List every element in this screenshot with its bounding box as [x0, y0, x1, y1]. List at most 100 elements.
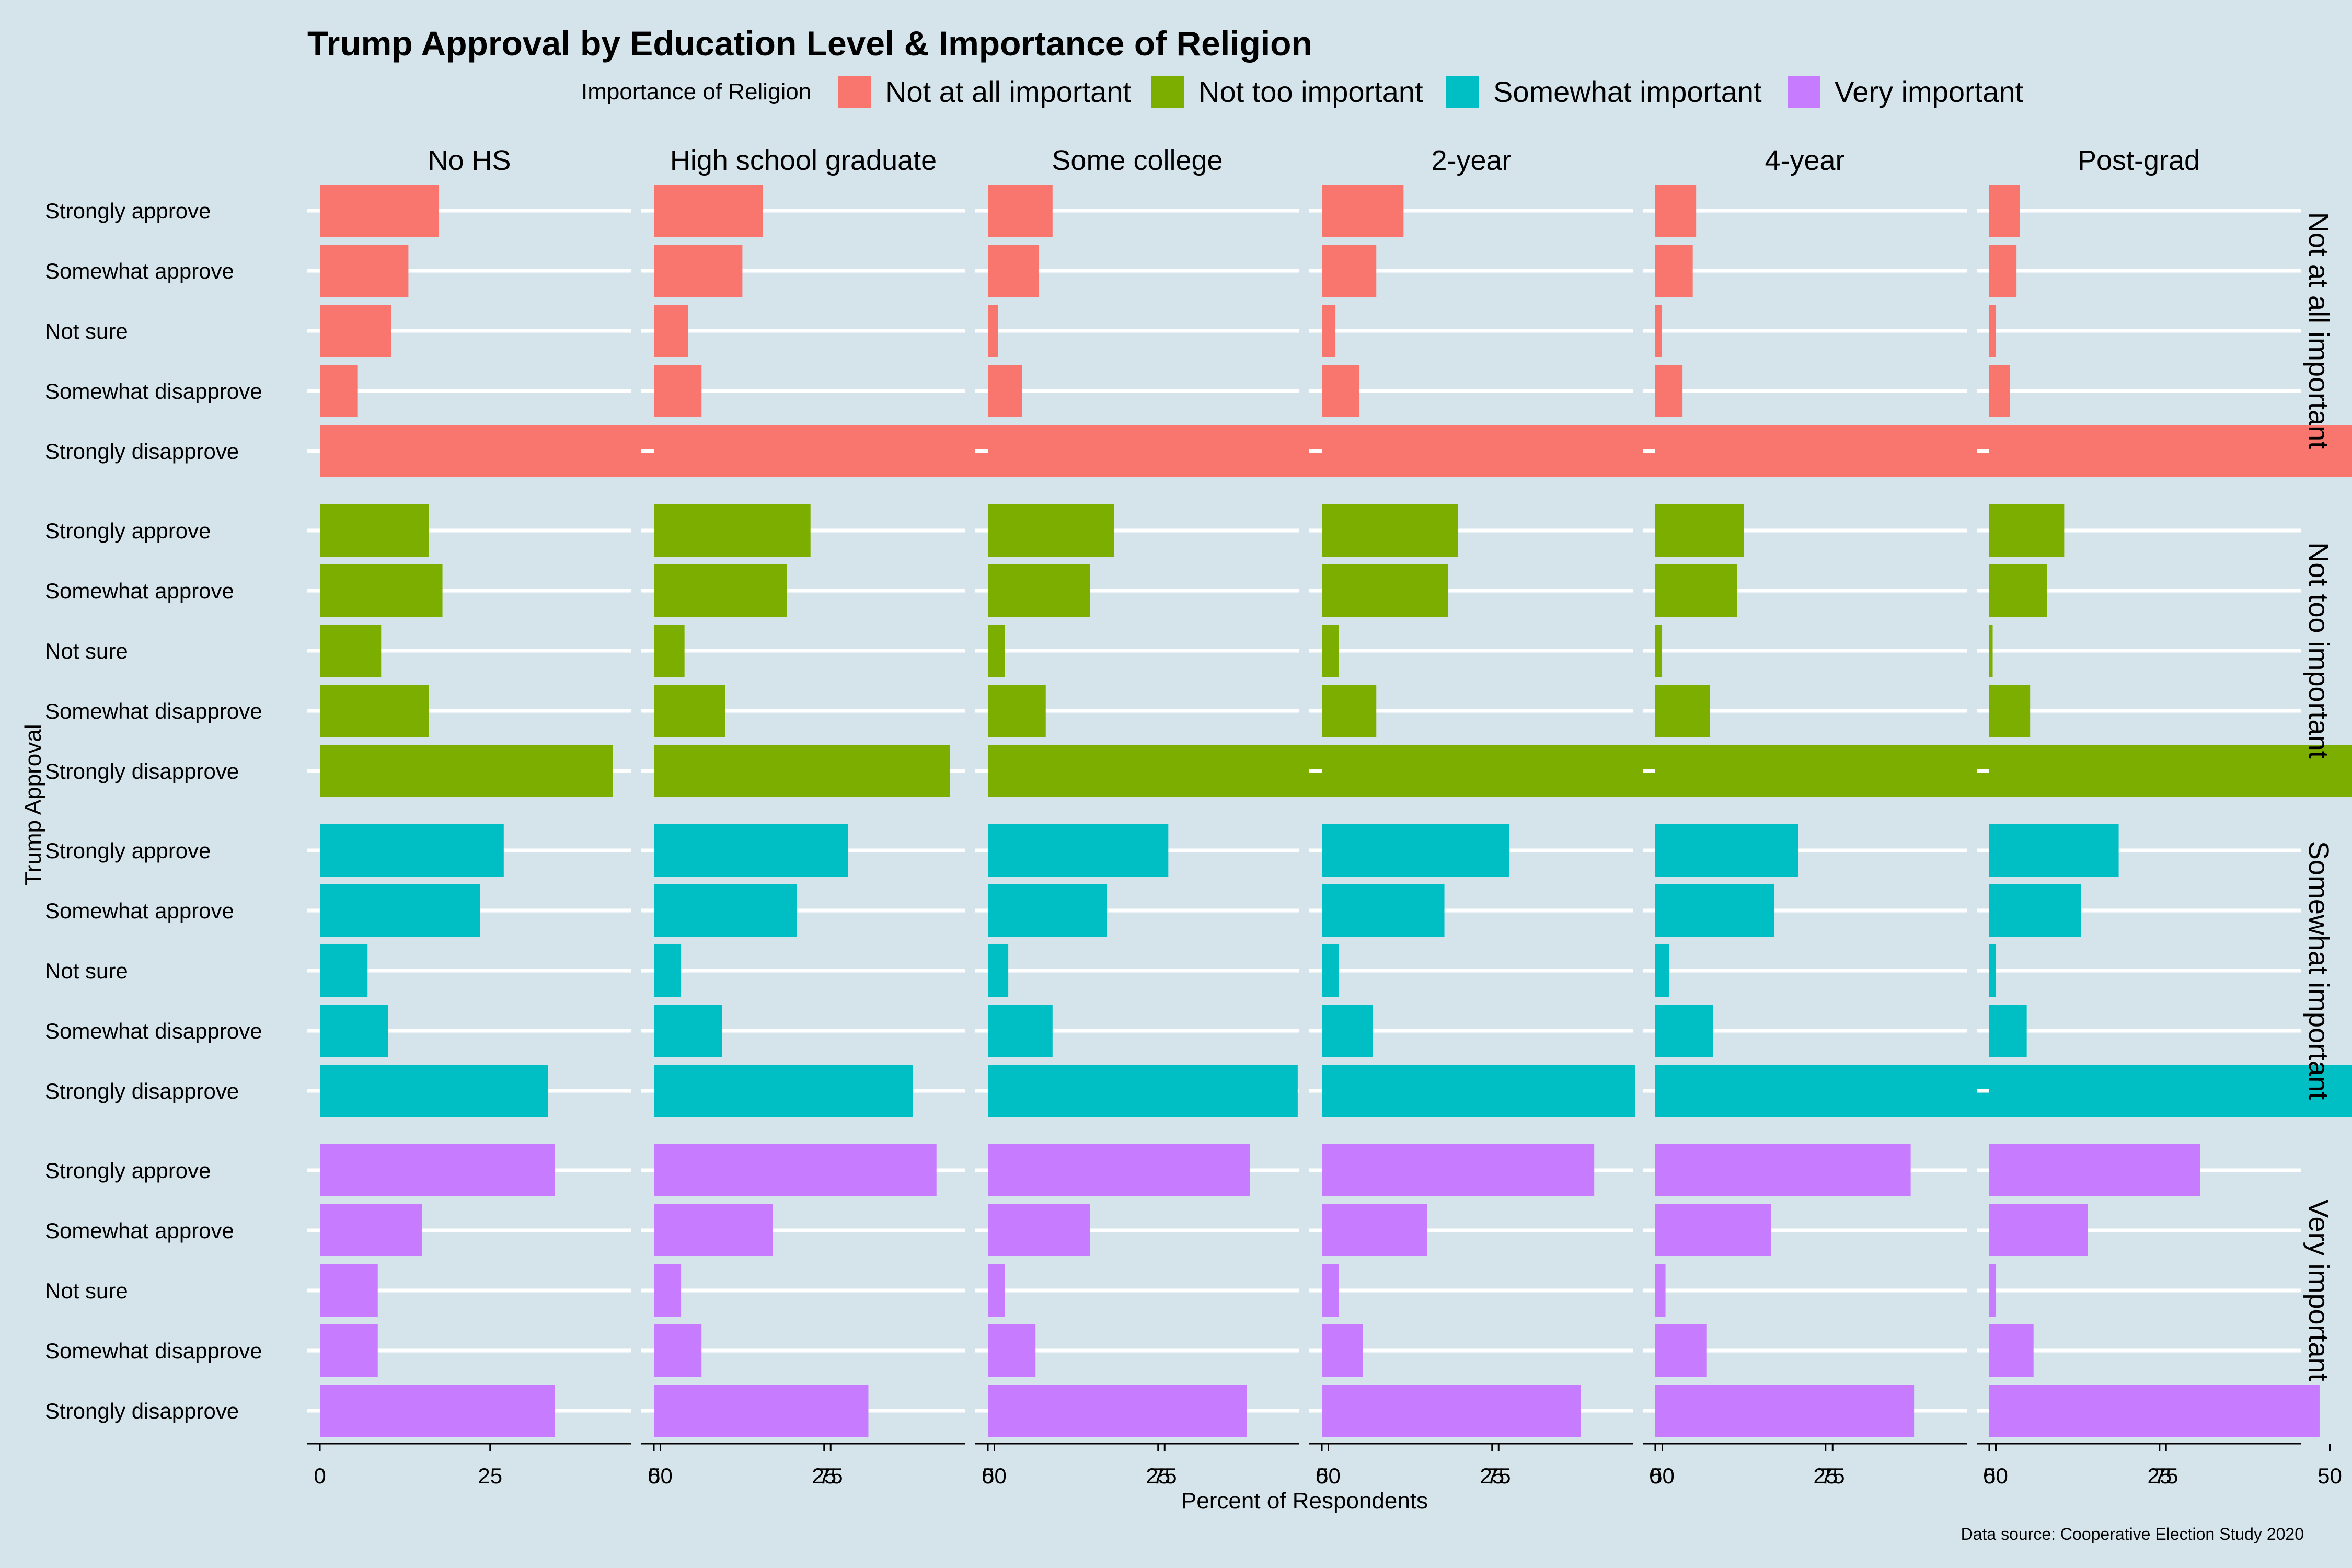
bar-strongly-disapprove — [1655, 1385, 1915, 1437]
bar-somewhat-disapprove — [1989, 365, 2010, 417]
bar-somewhat-approve — [1322, 1204, 1427, 1256]
bar-strongly-disapprove — [1322, 1065, 1635, 1117]
x-tick-label: 75 — [1486, 1463, 1511, 1488]
bar-strongly-disapprove — [320, 1385, 555, 1437]
panel-not-at-all-important-no-hs — [307, 185, 688, 477]
x-axis-4-year: 0 25 50 75 — [1643, 1443, 2178, 1488]
bar-strongly-approve — [988, 504, 1114, 557]
legend-label: Not at all important — [885, 75, 1131, 108]
bar-somewhat-disapprove — [1322, 1005, 1373, 1057]
x-tick-label: 25 — [1480, 1463, 1504, 1488]
bar-somewhat-approve — [988, 884, 1108, 937]
x-tick-label: 50 — [1984, 1463, 2008, 1488]
legend-item-very-important: Very important — [1788, 75, 2023, 108]
x-tick-label: 0 — [1649, 1463, 1661, 1488]
bar-strongly-disapprove — [1989, 1065, 2352, 1117]
panel-very-important-no-hs — [307, 1144, 631, 1437]
category-label-strongly-approve: Strongly approve — [45, 199, 211, 223]
bar-not-sure — [1655, 944, 1669, 997]
bar-somewhat-disapprove — [654, 365, 702, 417]
bar-strongly-disapprove — [1322, 745, 1680, 797]
column-strip-no-hs: No HS — [428, 145, 511, 176]
bar-not-sure — [1322, 305, 1336, 357]
bar-strongly-disapprove — [1989, 745, 2352, 797]
bar-strongly-disapprove — [320, 425, 688, 477]
panel-very-important-some-college — [975, 1144, 1299, 1437]
x-tick-label: 25 — [478, 1463, 502, 1488]
legend-label: Very important — [1835, 75, 2023, 108]
bar-strongly-approve — [988, 824, 1169, 877]
panel-not-too-important-post-grad — [1977, 504, 2352, 797]
x-axis-high-school-graduate: 0 25 50 75 — [641, 1443, 1177, 1488]
bar-strongly-approve — [1322, 1144, 1595, 1196]
column-strip-post-grad: Post-grad — [2078, 145, 2200, 176]
bar-somewhat-approve — [1989, 564, 2047, 617]
bar-strongly-approve — [1655, 1144, 1911, 1196]
category-label-somewhat-disapprove: Somewhat disapprove — [45, 379, 262, 403]
bar-strongly-approve — [654, 1144, 937, 1196]
legend-item-somewhat-important: Somewhat important — [1446, 75, 1762, 108]
bar-strongly-disapprove — [320, 1065, 548, 1117]
bar-somewhat-approve — [320, 564, 443, 617]
bar-somewhat-disapprove — [320, 1005, 388, 1057]
bar-not-sure — [1655, 1264, 1666, 1317]
bar-not-sure — [654, 944, 682, 997]
category-label-strongly-disapprove: Strongly disapprove — [45, 439, 239, 464]
panel-very-important-2-year — [1309, 1144, 1633, 1437]
category-label-somewhat-approve: Somewhat approve — [45, 259, 234, 283]
x-tick-label: 25 — [2147, 1463, 2172, 1488]
bar-strongly-disapprove — [654, 1385, 869, 1437]
x-tick-label: 0 — [648, 1463, 660, 1488]
category-label-somewhat-approve: Somewhat approve — [45, 898, 234, 923]
bar-somewhat-approve — [988, 1204, 1090, 1256]
bar-strongly-approve — [654, 504, 811, 557]
x-axis-2-year: 0 25 50 75 — [1309, 1443, 1845, 1488]
category-label-not-sure: Not sure — [45, 1278, 128, 1303]
bar-somewhat-approve — [654, 1204, 774, 1256]
x-tick-label: 25 — [1146, 1463, 1170, 1488]
bar-strongly-disapprove — [1655, 1065, 2016, 1117]
x-tick-label: 50 — [648, 1463, 673, 1488]
bar-somewhat-disapprove — [654, 1005, 722, 1057]
category-label-somewhat-approve: Somewhat approve — [45, 1218, 234, 1243]
panel-very-important-high-school-graduate — [641, 1144, 965, 1437]
bar-not-sure — [1989, 1264, 1997, 1317]
bar-strongly-approve — [320, 185, 440, 237]
panel-not-at-all-important-post-grad — [1977, 185, 2352, 477]
bar-somewhat-disapprove — [1655, 365, 1683, 417]
x-axes: 0 25 50 75 0 25 50 75 0 25 50 75 0 25 50 75 0 25 50 75 0 25 50… — [307, 1443, 2342, 1488]
row-strip-not-too-important: Not too important — [2303, 542, 2334, 758]
panel-somewhat-important-no-hs — [307, 824, 631, 1117]
bar-not-sure — [320, 944, 368, 997]
bar-somewhat-disapprove — [654, 1324, 702, 1377]
bar-not-sure — [1322, 944, 1339, 997]
bar-strongly-disapprove — [1322, 1385, 1581, 1437]
panels — [307, 185, 2352, 1437]
category-label-strongly-approve: Strongly approve — [45, 838, 211, 863]
bar-strongly-approve — [1989, 504, 2065, 557]
category-label-strongly-approve: Strongly approve — [45, 1158, 211, 1183]
bar-somewhat-disapprove — [1989, 685, 2031, 737]
column-strip-2-year: 2-year — [1431, 145, 1511, 176]
bar-somewhat-disapprove — [1322, 1324, 1363, 1377]
row-strip-very-important: Very important — [2303, 1199, 2334, 1381]
panel-very-important-post-grad — [1977, 1144, 2320, 1437]
bar-somewhat-approve — [654, 884, 797, 937]
bar-somewhat-approve — [1655, 564, 1737, 617]
bar-strongly-approve — [320, 504, 429, 557]
legend-title: Importance of Religion — [581, 79, 811, 105]
x-tick-label: 0 — [1316, 1463, 1328, 1488]
x-tick-label: 0 — [982, 1463, 994, 1488]
bar-somewhat-disapprove — [988, 1324, 1036, 1377]
x-axis-post-grad: 0 25 50 75 — [1977, 1443, 2342, 1488]
x-tick-label: 75 — [818, 1463, 843, 1488]
bar-somewhat-disapprove — [1322, 685, 1377, 737]
bar-somewhat-approve — [1989, 1204, 2088, 1256]
bar-not-sure — [320, 625, 382, 677]
chart-title: Trump Approval by Education Level & Impo… — [307, 24, 1312, 63]
bar-strongly-disapprove — [988, 1385, 1247, 1437]
bar-strongly-approve — [320, 824, 504, 877]
panel-somewhat-important-post-grad — [1977, 824, 2352, 1117]
x-axis-some-college: 0 25 50 75 — [975, 1443, 1511, 1488]
bar-somewhat-approve — [654, 245, 743, 297]
